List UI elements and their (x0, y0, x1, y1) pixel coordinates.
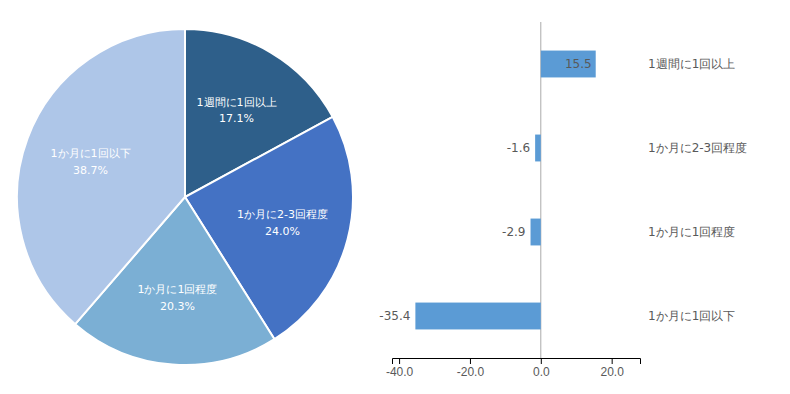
pie-label-line: 1か月に2-3回程度 (237, 208, 328, 221)
pie-label-line: 1か月に1回以下 (51, 147, 131, 160)
pie-label-line: 1週間に1回以上 (197, 96, 277, 109)
bar (541, 51, 596, 78)
bar (415, 303, 540, 330)
tick-mark (470, 358, 471, 364)
tick-label: -20.0 (457, 365, 485, 379)
pie-label-line: 17.1% (219, 112, 254, 125)
data-label: -35.4 (379, 309, 410, 323)
bar (535, 135, 541, 162)
data-label: 15.5 (565, 57, 592, 71)
category-label: 1か月に1回以下 (648, 309, 735, 323)
data-label: -2.9 (502, 225, 525, 239)
pie-slice (17, 29, 185, 324)
pie-label: 1週間に1回以上 17.1% (197, 96, 277, 126)
data-labels: 15.5 -1.6 -2.9 -35.4 (379, 57, 591, 323)
tick: -20.0 (457, 358, 485, 379)
bars (415, 51, 595, 330)
pie-label-line: 1か月に1回程度 (137, 283, 217, 296)
tick-label: -40.0 (386, 365, 414, 379)
pie-label-line: 20.3% (160, 300, 195, 313)
tick: 0.0 (533, 358, 550, 379)
pie-label: 1か月に2-3回程度 24.0% (237, 208, 328, 238)
pie-label-line: 38.7% (73, 164, 108, 177)
pie-label: 1か月に1回程度 20.3% (137, 283, 217, 313)
bar (531, 219, 541, 246)
pie-label: 1か月に1回以下 38.7% (51, 147, 131, 177)
tick: -40.0 (386, 358, 414, 379)
chart-svg: 1週間に1回以上 17.1% 1か月に2-3回程度 24.0% 1か月に1回程度 20.3… (0, 0, 790, 394)
bar-chart: -40.0 -20.0 0.0 20.0 15.5 -1.6 -2.9 -35.4 1週間に1回… (379, 22, 747, 379)
tick-mark (399, 358, 400, 364)
axis-line (393, 359, 641, 365)
tick-mark (541, 358, 542, 364)
category-label: 1週間に1回以上 (648, 57, 735, 71)
tick: 20.0 (600, 358, 624, 379)
category-label: 1か月に1回程度 (648, 225, 735, 239)
pie-label-line: 24.0% (265, 225, 300, 238)
tick-label: 0.0 (533, 365, 550, 379)
pie: 1週間に1回以上 17.1% 1か月に2-3回程度 24.0% 1か月に1回程度 20.3… (17, 29, 353, 365)
data-label: -1.6 (507, 141, 530, 155)
tick-mark (612, 358, 613, 364)
category-label: 1か月に2-3回程度 (648, 141, 747, 155)
slices (17, 29, 353, 365)
tick-label: 20.0 (600, 365, 624, 379)
pie-labels: 1週間に1回以上 17.1% 1か月に2-3回程度 24.0% 1か月に1回程度 20.3… (51, 96, 328, 313)
category-labels: 1週間に1回以上 1か月に2-3回程度 1か月に1回程度 1か月に1回以下 (648, 57, 747, 323)
x-axis: -40.0 -20.0 0.0 20.0 (386, 358, 641, 379)
